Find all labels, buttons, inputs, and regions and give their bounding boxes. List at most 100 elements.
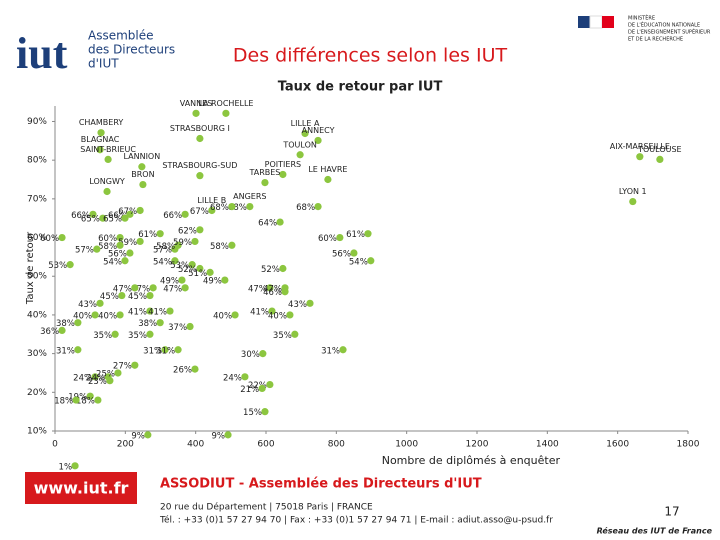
- point: [114, 369, 122, 377]
- point: [196, 134, 204, 143]
- point: [111, 330, 119, 338]
- point: [93, 245, 101, 253]
- point: [364, 230, 372, 238]
- point: [196, 264, 204, 273]
- data-label: 57%: [75, 246, 94, 256]
- point-name: LA ROCHELLE: [198, 99, 253, 108]
- point: [131, 284, 139, 292]
- data-label: 59%: [173, 238, 192, 248]
- point-name: AIX-MARSEILLE: [610, 142, 670, 151]
- data-label: 46%: [263, 288, 282, 298]
- point: [196, 172, 204, 180]
- point-name: VANNES: [180, 99, 213, 108]
- y-tick-label: 90%: [27, 117, 47, 127]
- ministry: DE L'ENSEIGNEMENT SUPÉRIEUR: [628, 28, 711, 36]
- point: [336, 233, 344, 242]
- data-label: 22%: [248, 381, 267, 391]
- data-label: 40%: [98, 311, 117, 321]
- logo-text: Assemblée: [88, 29, 154, 43]
- point: [306, 299, 314, 307]
- point-name: BRON: [131, 170, 154, 179]
- logo-mark: iut: [16, 29, 68, 78]
- point: [629, 197, 637, 206]
- point: [161, 346, 169, 354]
- flag-red: [602, 16, 614, 28]
- x-tick-label: 0: [52, 440, 58, 450]
- point: [86, 392, 94, 400]
- point: [58, 326, 66, 335]
- data-label: 67%: [118, 207, 137, 217]
- point: [266, 380, 274, 389]
- point: [367, 257, 375, 265]
- point: [208, 206, 216, 215]
- point: [174, 241, 182, 249]
- x-tick-label: 200: [117, 440, 134, 450]
- data-label: 35%: [93, 331, 112, 341]
- point: [181, 284, 189, 292]
- point: [166, 307, 174, 315]
- point-name: LILLE B: [197, 196, 226, 205]
- point: [138, 163, 146, 171]
- point: [136, 206, 144, 215]
- y-tick-label: 60%: [27, 233, 47, 243]
- data-label: 54%: [349, 257, 368, 267]
- point: [156, 319, 164, 327]
- point: [268, 307, 276, 315]
- logo-text: d'IUT: [88, 57, 119, 71]
- data-label: 52%: [178, 265, 197, 275]
- data-label: 65%: [103, 215, 122, 225]
- point: [314, 136, 322, 145]
- point-name: CHAMBERY: [79, 118, 124, 127]
- x-tick-label: 800: [328, 440, 345, 450]
- point: [72, 396, 80, 404]
- data-label: 47%: [131, 284, 150, 294]
- data-label: 54%: [103, 257, 122, 267]
- y-tick-label: 20%: [27, 388, 47, 398]
- data-label: 66%: [71, 211, 90, 221]
- point-name: ANNECY: [302, 126, 335, 135]
- data-label: 21%: [240, 385, 259, 395]
- chart-subtitle: Taux de retour par IUT: [278, 80, 443, 95]
- point: [71, 462, 79, 470]
- data-label: 53%: [48, 261, 67, 271]
- point: [99, 214, 107, 222]
- point: [97, 129, 105, 137]
- point: [103, 187, 111, 196]
- x-tick-label: 1800: [677, 440, 700, 450]
- point: [144, 431, 152, 439]
- data-label: 24%: [223, 373, 242, 383]
- data-label: 58%: [98, 242, 117, 252]
- point: [324, 175, 332, 184]
- point: [121, 257, 129, 265]
- footer-contact: Tél. : +33 (0)1 57 27 94 70 | Fax : +33 …: [159, 515, 553, 526]
- data-label: 56%: [332, 250, 351, 260]
- point-name: LANNION: [123, 152, 160, 161]
- data-label: 65%: [81, 215, 100, 225]
- point-name: TOULOUSE: [637, 145, 682, 154]
- point: [636, 153, 644, 161]
- footer-network: Réseau des IUT de France: [597, 526, 713, 536]
- data-label: 35%: [273, 331, 292, 341]
- point: [116, 233, 124, 242]
- data-label: 1%: [59, 462, 73, 472]
- data-label: 25%: [96, 369, 115, 379]
- flag-white: [589, 15, 603, 29]
- footer-url[interactable]: www.iut.fr: [34, 479, 129, 498]
- flag-blue: [578, 16, 590, 28]
- point: [231, 311, 239, 319]
- data-label: 60%: [318, 234, 337, 244]
- data-label: 27%: [113, 362, 132, 372]
- x-tick-label: 1400: [536, 440, 559, 450]
- data-label: 24%: [73, 373, 92, 383]
- point: [96, 146, 104, 154]
- point: [281, 288, 289, 296]
- data-label: 35%: [128, 331, 147, 341]
- data-label: 68%: [296, 203, 315, 213]
- point-name: SAINT-BRIEUC: [80, 145, 136, 154]
- data-label: 9%: [212, 431, 226, 441]
- point: [146, 307, 154, 315]
- point: [178, 276, 186, 284]
- data-label: 49%: [160, 277, 179, 287]
- point: [228, 241, 236, 249]
